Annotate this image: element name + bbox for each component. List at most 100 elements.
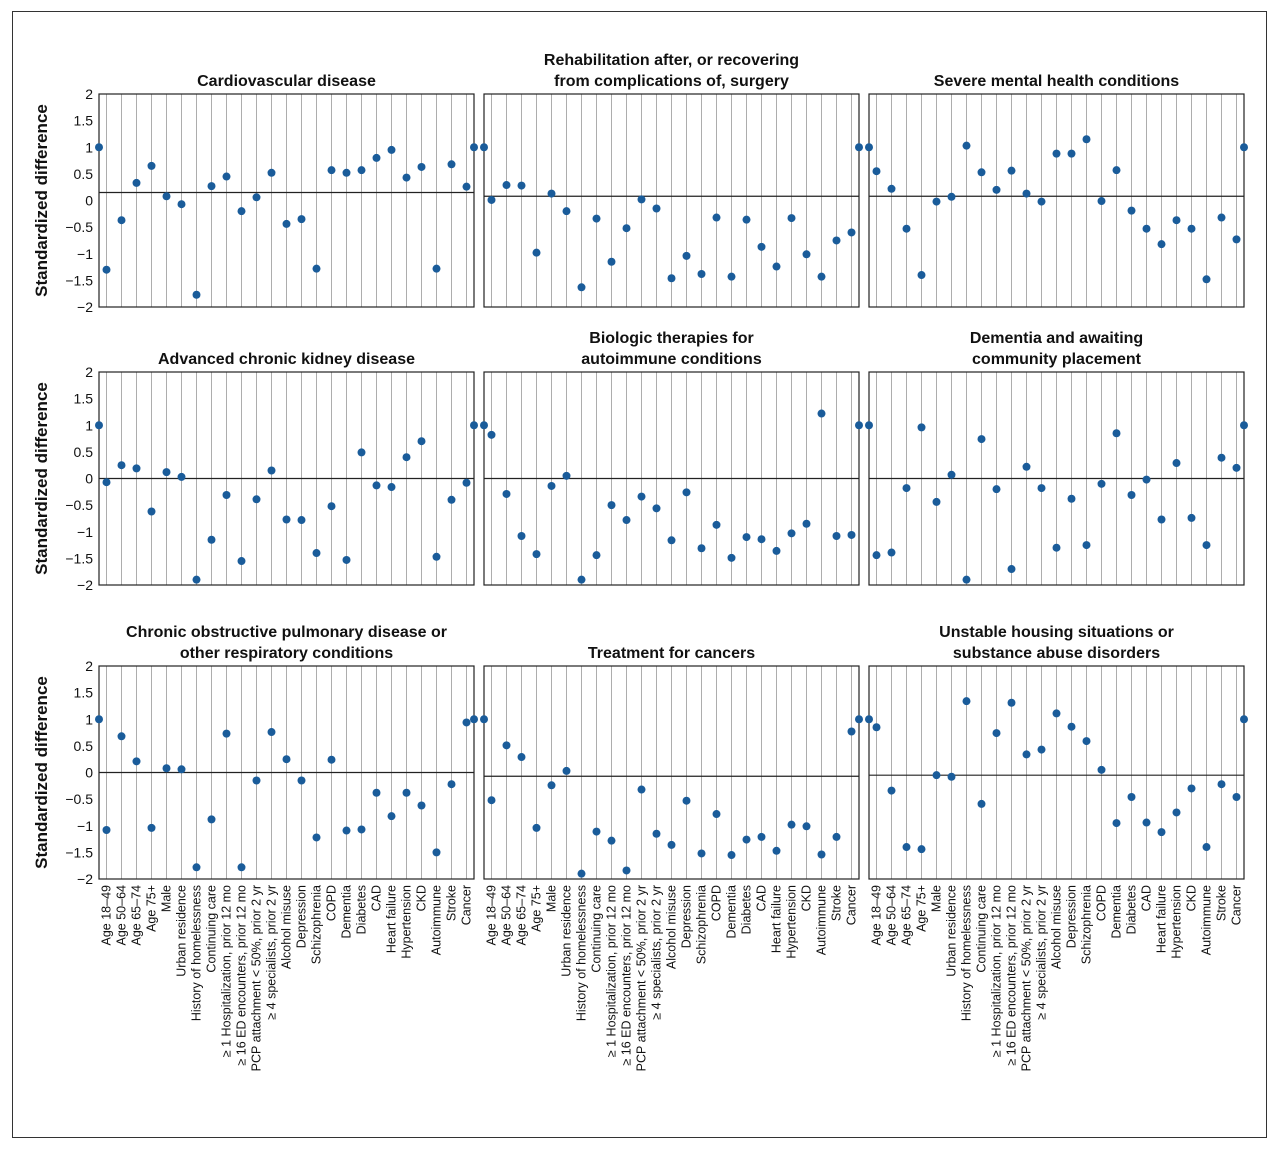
data-point (342, 555, 351, 564)
panel-title: Treatment for cancers (588, 645, 755, 662)
data-point (1082, 737, 1091, 746)
y-tick-label: 1.5 (74, 391, 94, 407)
data-point (387, 812, 396, 821)
x-tick-label: Stroke (445, 885, 459, 921)
data-point (517, 181, 526, 190)
data-point (1097, 479, 1106, 488)
data-point (532, 248, 541, 257)
data-point (417, 801, 426, 810)
data-point (577, 283, 586, 292)
data-point (667, 274, 676, 283)
x-tick-label: Heart failure (385, 885, 399, 953)
y-tick-label: 1 (85, 711, 93, 727)
data-point (327, 166, 336, 175)
data-point (1172, 459, 1181, 468)
data-point (312, 264, 321, 273)
data-point (237, 557, 246, 566)
data-point (252, 193, 261, 202)
data-point (802, 822, 811, 831)
data-point (607, 501, 616, 510)
data-point (102, 826, 111, 835)
y-tick-label: 1 (85, 417, 93, 433)
data-point (447, 160, 456, 169)
y-tick-label: −2 (77, 871, 93, 887)
data-point (592, 214, 601, 223)
x-tick-label: Autoimmune (815, 885, 829, 955)
y-tick-label: 0 (85, 471, 93, 487)
data-point (1112, 429, 1121, 438)
data-point (342, 168, 351, 177)
x-tick-label: Cancer (1230, 885, 1244, 925)
x-tick-label: Autoimmune (1200, 885, 1214, 955)
data-point (1097, 197, 1106, 206)
data-point (562, 207, 571, 216)
data-point (162, 468, 171, 477)
x-tick-label: Urban residence (560, 885, 574, 977)
data-point (502, 489, 511, 498)
x-tick-label: CAD (1140, 885, 1154, 911)
data-point (1052, 149, 1061, 158)
data-point (622, 866, 631, 875)
data-point (1022, 462, 1031, 471)
data-point (1187, 224, 1196, 233)
y-tick-label: 0 (85, 193, 93, 209)
data-point (207, 182, 216, 191)
data-point (487, 796, 496, 805)
x-tick-label: Dementia (1110, 885, 1124, 939)
x-tick-label: Depression (295, 885, 309, 948)
data-point (1157, 828, 1166, 837)
data-point (132, 757, 141, 766)
data-point (727, 553, 736, 562)
x-tick-label: History of homelessness (575, 885, 589, 1021)
data-point (1112, 819, 1121, 828)
x-tick-label: Alcohol misuse (1050, 885, 1064, 969)
edge-marker-right (470, 143, 478, 152)
data-point (847, 228, 856, 237)
data-point (402, 173, 411, 182)
y-tick-label: 0 (85, 765, 93, 781)
data-point (847, 727, 856, 736)
data-point (637, 785, 646, 794)
x-tick-label: Continuing care (975, 885, 989, 973)
data-point (517, 532, 526, 541)
x-tick-label: ≥ 16 ED encounters, prior 12 mo (235, 885, 249, 1066)
data-point (222, 172, 231, 181)
x-tick-label: CKD (415, 885, 429, 911)
data-point (712, 213, 721, 222)
edge-marker-right (470, 715, 478, 724)
x-tick-label: Stroke (1215, 885, 1229, 921)
data-point (207, 815, 216, 824)
data-point (1187, 784, 1196, 793)
x-tick-label: Age 50–64 (500, 885, 514, 946)
data-point (652, 204, 661, 213)
data-point (1067, 494, 1076, 503)
data-point (462, 182, 471, 191)
x-tick-label: Autoimmune (430, 885, 444, 955)
y-tick-label: −2 (77, 299, 93, 315)
data-point (372, 153, 381, 162)
x-tick-label: Age 65–74 (130, 885, 144, 946)
data-point (742, 835, 751, 844)
panel-title: Advanced chronic kidney disease (158, 351, 415, 368)
data-point (1037, 484, 1046, 493)
data-point (327, 502, 336, 511)
data-point (772, 262, 781, 271)
y-tick-label: 2 (85, 364, 93, 380)
panel-title: autoimmune conditions (581, 351, 762, 368)
x-tick-label: Depression (1065, 885, 1079, 948)
edge-marker-right (1240, 715, 1248, 724)
data-point (932, 497, 941, 506)
data-point (282, 515, 291, 524)
data-point (817, 409, 826, 418)
data-point (902, 843, 911, 852)
data-point (192, 290, 201, 299)
data-point (132, 464, 141, 473)
x-tick-label: COPD (710, 885, 724, 921)
data-point (532, 550, 541, 559)
x-tick-label: Urban residence (175, 885, 189, 977)
x-tick-label: History of homelessness (190, 885, 204, 1021)
data-point (1142, 818, 1151, 827)
data-point (297, 215, 306, 224)
x-tick-label: PCP attachment < 50%, prior 2 yr (635, 885, 649, 1071)
